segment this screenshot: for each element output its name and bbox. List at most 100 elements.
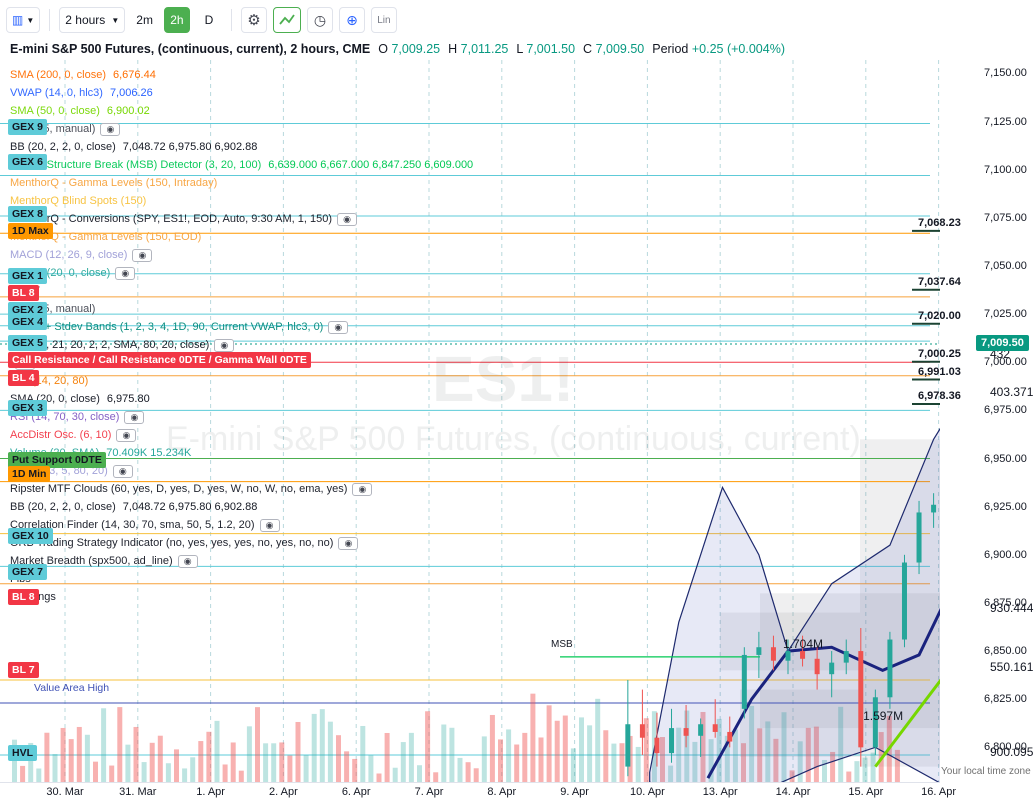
interval-d-button[interactable]: D — [195, 7, 222, 33]
indicator-row[interactable]: LIN (14, 21, 20, 2, 2, SMA, 80, 20, clos… — [10, 336, 473, 354]
level-badge[interactable]: Call Resistance / Call Resistance 0DTE /… — [8, 352, 311, 369]
time-axis[interactable]: 30. Mar 31. Mar 1. Apr 2. Apr 6. Apr 7. Apr 8.… — [0, 782, 956, 800]
chart-type-button[interactable]: ▥ ▼ — [6, 7, 41, 33]
symbol-title[interactable]: E-mini S&P 500 Futures, (continuous, cur… — [10, 42, 371, 56]
indicator-row[interactable]: Ripster MTF Clouds (60, yes, D, yes, D, … — [10, 480, 473, 498]
volume-profile-label: 1.597M — [863, 708, 904, 723]
candle-body — [669, 728, 675, 754]
level-badge[interactable]: GEX 7 — [8, 564, 47, 581]
volume-bar — [44, 732, 50, 782]
indicator-row[interactable]: VWMA (20, 0, close) ◉ — [10, 264, 473, 282]
volume-bar — [360, 725, 366, 782]
indicator-row[interactable]: SMA (200, 0, close) 6,676.44 — [10, 66, 473, 84]
volume-bar — [838, 706, 844, 782]
volume-bar — [319, 709, 325, 782]
indicator-row[interactable]: ORB Trading Strategy Indicator (no, yes,… — [10, 534, 473, 552]
indicators-button[interactable] — [272, 7, 301, 33]
level-badge[interactable]: BL 8 — [8, 284, 39, 301]
volume-bar — [822, 759, 827, 782]
candle-body — [654, 737, 660, 754]
interval-2m-button[interactable]: 2m — [131, 7, 158, 33]
lin-label: Lin — [377, 14, 391, 26]
indicator-name: Ripster MTF Clouds (60, yes, D, yes, D, … — [10, 483, 348, 495]
level-badge[interactable]: Put Support 0DTE — [8, 452, 106, 469]
level-badge[interactable]: BL 4 — [8, 369, 39, 386]
interval-dropdown[interactable]: 2 hours ▼ — [59, 7, 126, 33]
indicator-row[interactable]: VWAP (14, 0, hlc3) 7,006.26 — [10, 84, 473, 102]
volume-bar — [894, 749, 900, 782]
price-tick-label: 6,875.00 — [984, 596, 1027, 609]
indicator-row[interactable]: BB (20, 2, 2, 0, close) 7,048.72 6,975.80… — [10, 498, 473, 516]
price-chart[interactable]: MSB — [0, 60, 940, 782]
eye-icon[interactable]: ◉ — [259, 518, 280, 532]
crosshair-button[interactable]: ⊕ — [338, 7, 365, 33]
eye-icon[interactable]: ◉ — [132, 248, 153, 262]
indicator-row[interactable]: Fibs — [10, 570, 473, 588]
eye-icon[interactable]: ◉ — [116, 428, 137, 442]
indicator-row[interactable]: SMA (20, 0, close) 6,975.80 — [10, 390, 473, 408]
indicator-row[interactable]: MACD (12, 26, 9, close) ◉ — [10, 246, 473, 264]
eye-icon[interactable]: ◉ — [177, 554, 198, 568]
indicator-row[interactable]: MenthorQ - Conversions (SPY, ES1!, EOD, … — [10, 210, 473, 228]
level-badge[interactable]: HVL — [8, 745, 37, 762]
level-badge[interactable]: GEX 6 — [8, 154, 47, 171]
level-badge[interactable]: GEX 9 — [8, 119, 47, 136]
level-badge[interactable]: GEX 4 — [8, 313, 47, 330]
level-badge[interactable]: GEX 8 — [8, 206, 47, 223]
indicator-row[interactable]: VbP (25, manual) ◉ — [10, 120, 473, 138]
volume-bar — [222, 764, 228, 782]
volume-bar — [117, 707, 123, 782]
level-badge[interactable]: GEX 1 — [8, 267, 47, 284]
eye-icon[interactable]: ◉ — [337, 212, 358, 226]
eye-icon[interactable]: ◉ — [328, 320, 349, 334]
volume-bar — [797, 741, 803, 782]
indicator-row[interactable]: Market Structure Break (MSB) Detector (3… — [10, 156, 473, 174]
price-tick-label: 7,000.00 — [984, 356, 1027, 369]
level-badge[interactable]: BL 7 — [8, 662, 39, 679]
volume-bar — [789, 770, 795, 782]
price-axis[interactable]: 7,150.00 7,125.00 7,100.00 7,075.00 7,050.00… — [940, 60, 1034, 782]
volume-bar — [473, 768, 479, 782]
indicator-row[interactable]: BCCT — [10, 282, 473, 300]
indicator-row[interactable]: AccDistr Osc. (6, 10) ◉ — [10, 426, 473, 444]
eye-icon[interactable]: ◉ — [352, 482, 373, 496]
indicator-row[interactable]: Drawings — [10, 588, 473, 606]
indicator-row[interactable]: Correlation Finder (14, 30, 70, sma, 50,… — [10, 516, 473, 534]
volume-bar — [28, 742, 34, 782]
volume-bar — [182, 768, 188, 782]
eye-icon[interactable]: ◉ — [124, 410, 145, 424]
indicator-values: 6,639.000 6,667.000 6,847.250 6,609.000 — [268, 159, 474, 171]
lin-scale-button[interactable]: Lin — [370, 7, 397, 33]
indicator-row[interactable]: MFI (14, 20, 80) — [10, 372, 473, 390]
level-badge[interactable]: GEX 3 — [8, 400, 47, 417]
eye-icon[interactable]: ◉ — [338, 536, 359, 550]
indicator-row[interactable]: MenthorQ - Gamma Levels (150, Intraday) — [10, 174, 473, 192]
indicator-row[interactable]: SMA (50, 0, close) 6,900.02 — [10, 102, 473, 120]
indicator-row[interactable]: MenthorQ - Gamma Levels (150, EOD) — [10, 228, 473, 246]
volume-bar — [611, 743, 617, 782]
eye-icon[interactable]: ◉ — [100, 122, 121, 136]
indicator-row[interactable]: VbP (35, manual) — [10, 300, 473, 318]
indicator-name: VWAP (14, 0, hlc3) — [10, 87, 103, 99]
level-badge[interactable]: 1D Min — [8, 465, 51, 482]
indicator-row[interactable]: Market Breadth (spx500, ad_line) ◉ — [10, 552, 473, 570]
settings-button[interactable]: ⚙ — [240, 7, 267, 33]
volume-bar — [368, 755, 374, 782]
volume-bar — [489, 714, 495, 782]
indicator-row[interactable]: MenthorQ Blind Spots (150) — [10, 192, 473, 210]
eye-icon[interactable]: ◉ — [115, 266, 136, 280]
level-badge[interactable]: BL 8 — [8, 589, 39, 606]
level-badge[interactable]: GEX 10 — [8, 527, 53, 544]
eye-icon[interactable]: ◉ — [214, 338, 235, 352]
level-badge[interactable]: GEX 5 — [8, 335, 47, 352]
candle-body — [858, 651, 864, 748]
eye-icon[interactable]: ◉ — [112, 464, 133, 478]
indicator-row[interactable]: RSI (14, 70, 30, close) ◉ — [10, 408, 473, 426]
level-badge[interactable]: 1D Max — [8, 223, 53, 240]
interval-2h-button[interactable]: 2h — [163, 7, 190, 33]
replay-button[interactable]: ◷ — [306, 7, 333, 33]
watermark-symbol: ES1! — [432, 343, 575, 415]
indicator-row[interactable]: BB (20, 2, 2, 0, close) 7,048.72 6,975.80… — [10, 138, 473, 156]
indicator-row[interactable]: VWAP + Stdev Bands (1, 2, 3, 4, 1D, 90, … — [10, 318, 473, 336]
timezone-note[interactable]: Your local time zone — [941, 766, 1031, 777]
